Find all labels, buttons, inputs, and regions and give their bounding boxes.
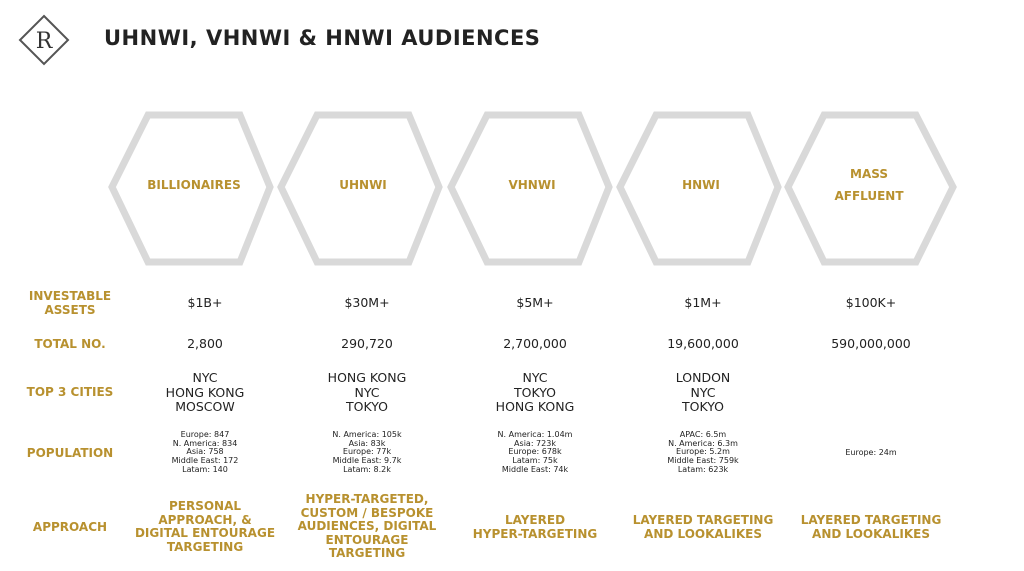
cities-list: LONDON NYC TOKYO — [628, 370, 778, 415]
assets-value: $5M+ — [516, 295, 554, 310]
total-value: 590,000,000 — [831, 336, 911, 351]
population-breakdown: Europe: 24m — [845, 448, 897, 457]
assets-value: $30M+ — [344, 295, 390, 310]
city: HONG KONG — [327, 370, 407, 385]
city: HONG KONG — [165, 384, 245, 400]
total-value: 290,720 — [341, 336, 393, 351]
city: HONG KONG — [495, 399, 575, 414]
segment-name-billionaires: BILLIONAIRES — [147, 178, 241, 192]
population-breakdown: N. America: 1.04m Asia: 723k Europe: 678… — [497, 430, 573, 474]
row-label-assets: INVESTABLE ASSETS — [28, 289, 112, 317]
segment-name-uhnwi: UHNWI — [339, 178, 387, 192]
population-breakdown: N. America: 105k Asia: 83k Europe: 77k M… — [332, 430, 402, 474]
total-value: 19,600,000 — [667, 336, 739, 351]
approach-text: LAYERED TARGETING AND LOOKALIKES — [800, 513, 942, 541]
row-label-cities: TOP 3 CITIES — [26, 385, 114, 399]
city: TOKYO — [681, 399, 725, 414]
assets-value: $100K+ — [845, 295, 897, 310]
row-label-approach: APPROACH — [32, 520, 108, 534]
city: LONDON — [675, 370, 731, 385]
total-value: 2,800 — [187, 336, 223, 351]
city: NYC — [192, 370, 218, 385]
brand-logo: R — [18, 14, 70, 66]
row-label-total: TOTAL NO. — [34, 337, 106, 351]
city: TOKYO — [513, 384, 557, 400]
assets-value: $1M+ — [684, 295, 722, 310]
city: NYC — [690, 384, 716, 400]
segment-name-mass-affluent: MASS AFFLUENT — [834, 167, 904, 203]
segment-name-hnwi: HNWI — [682, 178, 720, 192]
cities-list: NYC TOKYO HONG KONG — [460, 370, 610, 415]
city: NYC — [354, 384, 380, 400]
cities-list: HONG KONG NYC TOKYO — [292, 370, 442, 415]
population-breakdown: Europe: 847 N. America: 834 Asia: 758 Mi… — [171, 430, 239, 474]
assets-value: $1B+ — [187, 295, 223, 310]
city: NYC — [522, 370, 548, 385]
total-value: 2,700,000 — [503, 336, 567, 351]
city: TOKYO — [345, 399, 389, 414]
logo-letter: R — [36, 29, 54, 54]
approach-text: HYPER-TARGETED, CUSTOM / BESPOKE AUDIENC… — [297, 492, 437, 560]
approach-text: LAYERED TARGETING AND LOOKALIKES — [632, 513, 774, 541]
city: MOSCOW — [175, 399, 235, 414]
approach-text: PERSONAL APPROACH, & DIGITAL ENTOURAGE T… — [134, 499, 276, 554]
segment-name-vhnwi: VHNWI — [508, 178, 556, 192]
cities-list: NYC HONG KONG MOSCOW — [130, 370, 280, 415]
page-title: UHNWI, VHNWI & HNWI AUDIENCES — [104, 26, 541, 50]
row-label-population: POPULATION — [26, 446, 114, 460]
population-breakdown: APAC: 6.5m N. America: 6.3m Europe: 5.2m… — [667, 430, 739, 474]
approach-text: LAYERED HYPER-TARGETING — [472, 513, 598, 541]
